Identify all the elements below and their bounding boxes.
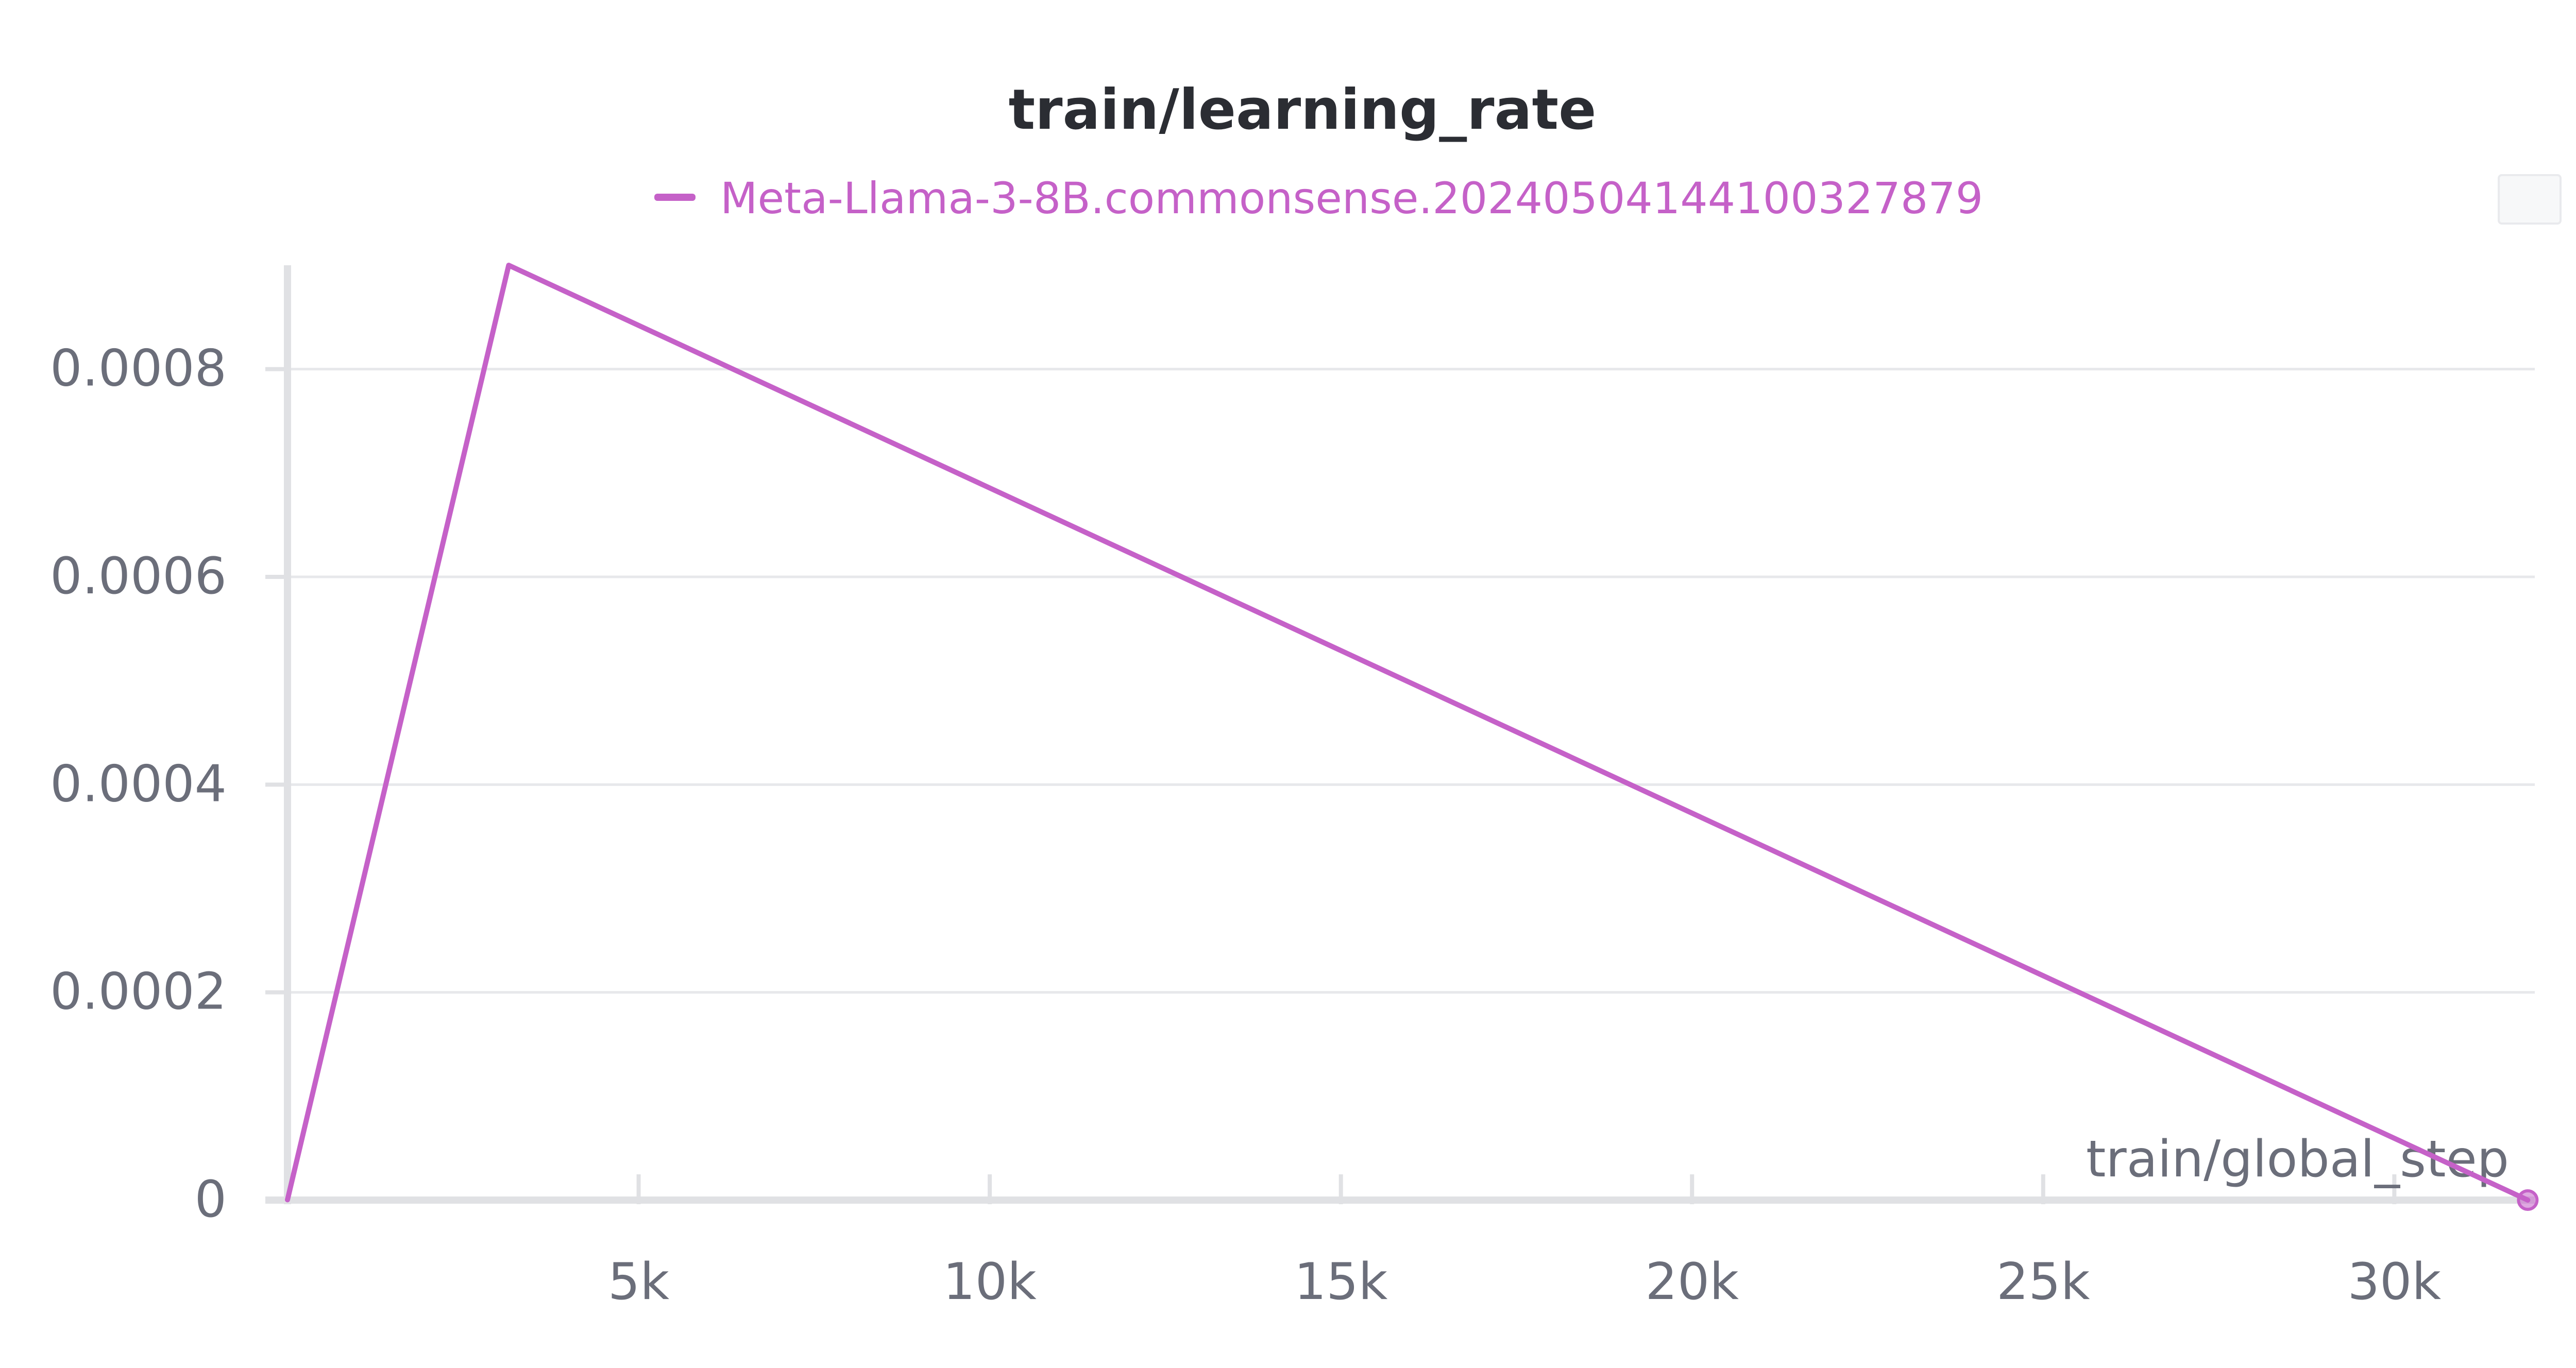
panel-control[interactable] [2498, 174, 2562, 225]
x-tick-label: 15k [1294, 1253, 1388, 1311]
legend[interactable]: Meta-Llama-3-8B.commonsense.202405041441… [654, 173, 1983, 224]
y-ticks: 0 0.0002 0.0004 0.0006 0.0008 [50, 339, 287, 1229]
axes [265, 265, 2535, 1204]
x-tick-label: 10k [943, 1253, 1037, 1311]
series-group [285, 263, 2539, 1211]
legend-label: Meta-Llama-3-8B.commonsense.202405041441… [720, 173, 1983, 224]
x-tick-label: 20k [1646, 1253, 1739, 1311]
legend-swatch [654, 194, 696, 201]
y-tick-label: 0.0004 [50, 755, 227, 813]
series-line [285, 263, 2531, 1203]
y-tick-label: 0.0002 [50, 963, 227, 1021]
x-tick-label: 25k [1996, 1253, 2090, 1311]
y-tick-label: 0.0008 [50, 339, 227, 398]
grid [287, 368, 2535, 994]
y-tick-label: 0 [195, 1170, 227, 1229]
series-endpoint-marker [2517, 1189, 2539, 1211]
x-tick-label: 5k [608, 1253, 669, 1311]
x-ticks: 5k 10k 15k 20k 25k 30k [608, 1174, 2441, 1311]
chart-title: train/learning_rate [1009, 78, 1597, 142]
y-tick-label: 0.0006 [50, 547, 227, 606]
x-tick-label: 30k [2348, 1253, 2442, 1311]
